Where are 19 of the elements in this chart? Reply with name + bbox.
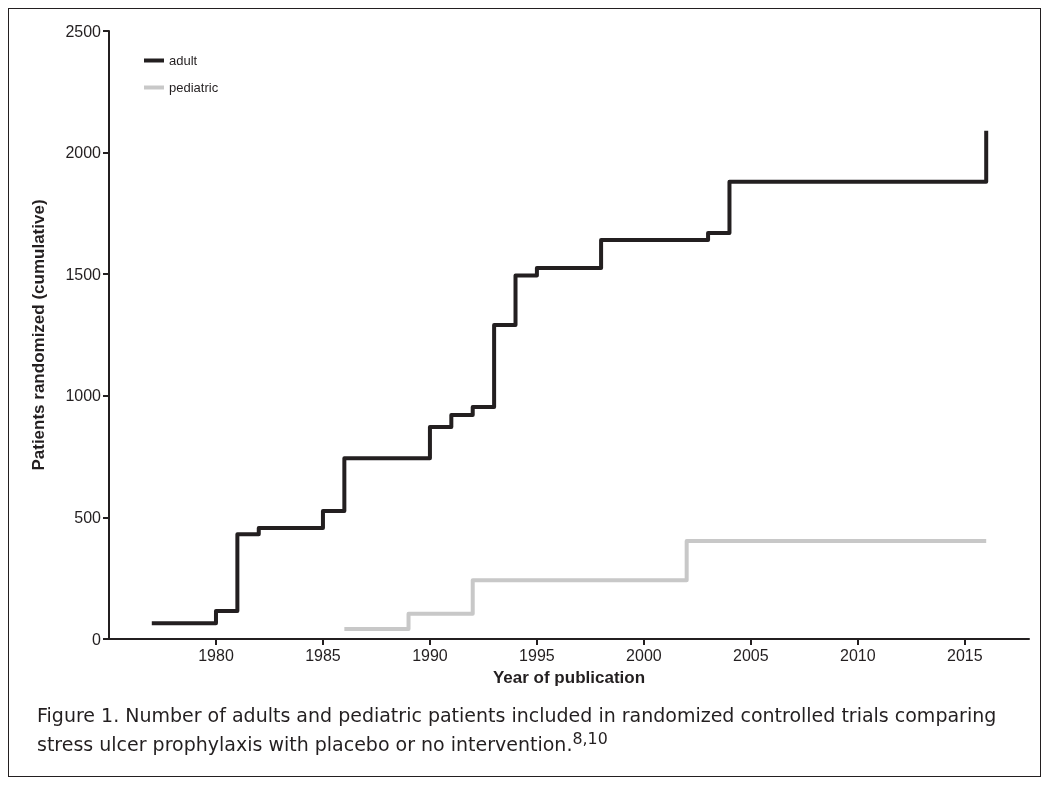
x-tick-label: 2005 — [733, 646, 769, 664]
y-tick-label: 2000 — [65, 144, 102, 162]
y-tick-label: 500 — [74, 508, 102, 526]
y-tick-label: 0 — [92, 630, 102, 648]
y-tick-label: 2500 — [65, 22, 102, 40]
caption: Figure 1. Number of adults and pediatric patients included in randomized controlled trials comparing stress ulcer prophylaxis with placebo or no intervention.$^{8,10}$ — [37, 703, 998, 757]
x-tick-label: 1995 — [519, 646, 555, 664]
legend-label: adult — [169, 53, 198, 68]
y-tick-label: 1500 — [65, 265, 102, 283]
x-tick-label: 2010 — [840, 646, 876, 664]
y-axis-title: Patients randomized (cumulative) — [29, 199, 48, 471]
x-tick-label: 2015 — [947, 646, 983, 664]
x-tick-label: 2000 — [626, 646, 662, 664]
x-tick-label: 1980 — [198, 646, 234, 664]
x-axis-title: Year of publication — [492, 668, 646, 687]
legend-label: pediatric — [169, 80, 219, 95]
y-tick-label: 1000 — [65, 387, 102, 405]
x-tick-label: 1985 — [305, 646, 341, 664]
x-tick-label: 1990 — [412, 646, 448, 664]
